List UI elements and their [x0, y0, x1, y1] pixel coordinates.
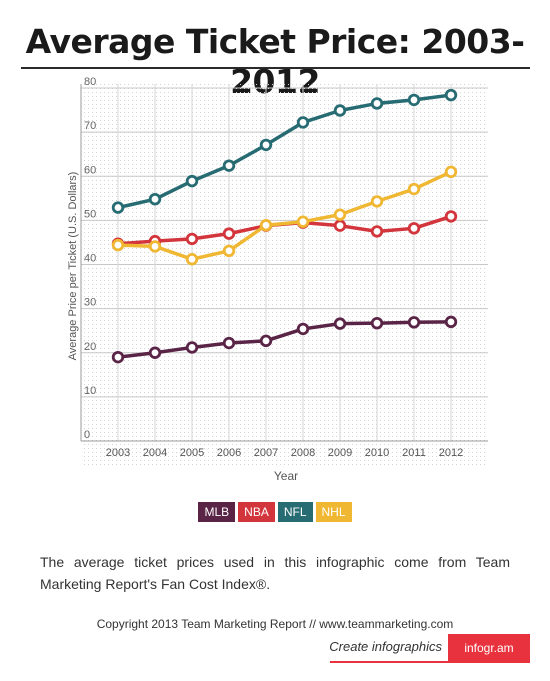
data-point[interactable] [333, 317, 347, 330]
data-point[interactable] [370, 97, 384, 110]
data-point[interactable] [111, 201, 125, 214]
data-point[interactable] [444, 165, 458, 179]
y-tick-label: 20 [84, 341, 96, 353]
data-point[interactable] [407, 222, 421, 235]
copyright-text: Copyright 2013 Team Marketing Report // … [96, 617, 454, 631]
data-point[interactable] [296, 322, 310, 336]
plot-area [81, 84, 488, 465]
data-point[interactable] [259, 138, 273, 152]
data-point[interactable] [333, 219, 347, 232]
data-point[interactable] [370, 195, 384, 208]
data-point[interactable] [185, 341, 199, 354]
data-point[interactable] [185, 232, 199, 246]
y-tick-label: 40 [84, 253, 96, 265]
data-point[interactable] [296, 116, 310, 129]
y-tick-label: 60 [84, 164, 96, 176]
x-tick-label: 2005 [180, 447, 204, 459]
data-point[interactable] [148, 346, 162, 359]
x-tick-label: 2006 [217, 447, 241, 459]
data-point[interactable] [333, 104, 347, 117]
y-axis-label: Average Price per Ticket (U.S. Dollars) [67, 172, 79, 361]
data-point[interactable] [444, 210, 458, 223]
series-line [116, 170, 453, 261]
data-point[interactable] [333, 208, 347, 221]
data-point[interactable] [148, 240, 162, 253]
legend-item-nfl[interactable]: NFL [277, 502, 313, 522]
y-tick-label: 70 [84, 120, 96, 132]
data-point[interactable] [222, 244, 236, 258]
data-point[interactable] [407, 93, 421, 107]
y-tick-label: 10 [84, 385, 96, 397]
data-point[interactable] [222, 159, 236, 172]
data-point[interactable] [185, 253, 199, 266]
series-mlb [111, 315, 458, 364]
x-tick-label: 2010 [365, 447, 389, 459]
data-point[interactable] [185, 174, 199, 188]
y-tick-label: 50 [84, 208, 96, 220]
chart-legend: MLB NBA NFL NHL [0, 502, 550, 522]
data-point[interactable] [259, 334, 273, 348]
x-tick-label: 2004 [143, 447, 167, 459]
title-divider [21, 67, 530, 69]
data-point[interactable] [444, 88, 458, 102]
x-tick-label: 2009 [328, 447, 352, 459]
data-point[interactable] [111, 350, 125, 364]
series-nhl [111, 165, 458, 266]
data-point[interactable] [111, 238, 125, 252]
series-line [116, 93, 453, 210]
data-point[interactable] [407, 182, 421, 196]
data-point[interactable] [222, 227, 236, 240]
x-axis-label: Year [274, 469, 298, 483]
y-tick-label: 0 [84, 429, 90, 441]
series-nfl [111, 88, 458, 214]
data-point[interactable] [259, 219, 273, 232]
data-point[interactable] [444, 315, 458, 329]
x-tick-label: 2012 [439, 447, 463, 459]
line-chart: 0 10 20 30 40 50 60 70 80 2003 2004 2005 2006 2007 20… [67, 76, 488, 483]
x-tick-label: 2011 [402, 447, 426, 459]
data-point[interactable] [148, 192, 162, 206]
x-tick-label: 2007 [254, 447, 278, 459]
y-tick-label: 80 [84, 76, 96, 88]
legend-item-nhl[interactable]: NHL [315, 502, 352, 522]
legend-item-mlb[interactable]: MLB [198, 502, 236, 522]
x-tick-label: 2003 [106, 447, 130, 459]
legend-item-nba[interactable]: NBA [238, 502, 275, 522]
data-point[interactable] [370, 225, 384, 238]
data-point[interactable] [296, 215, 310, 228]
data-point[interactable] [222, 336, 236, 350]
series-line [116, 320, 453, 359]
logo-underline [330, 661, 530, 663]
source-note: The average ticket prices used in this i… [40, 554, 510, 592]
data-point[interactable] [407, 316, 421, 329]
y-tick-label: 30 [84, 297, 96, 309]
x-tick-label: 2008 [291, 447, 315, 459]
data-point[interactable] [370, 316, 384, 330]
infogram-logo[interactable]: infogr.am [448, 634, 530, 662]
create-infographics-link[interactable]: Create infographics [329, 639, 442, 654]
